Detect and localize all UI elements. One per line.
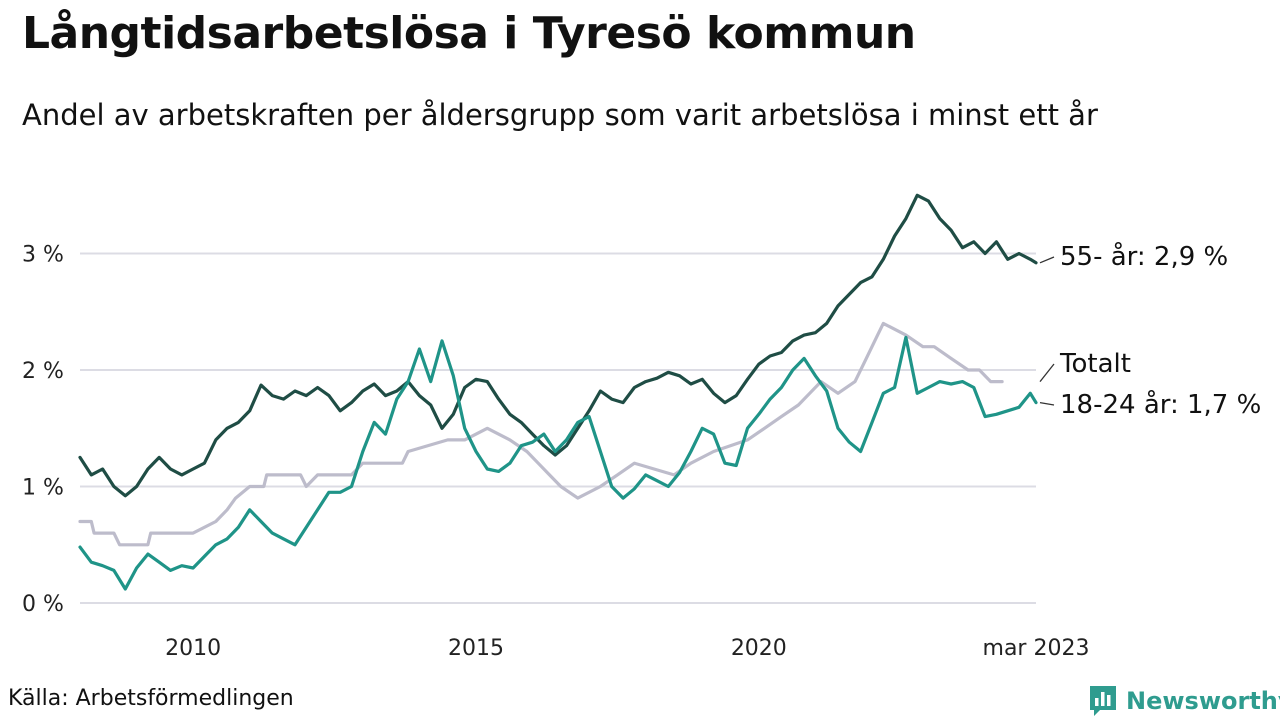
axis-ticks: 0 % 1 % 2 % 3 % 2010 2015 2020 mar 2023 <box>22 243 1089 662</box>
series-end-label: Totalt <box>1059 349 1131 379</box>
series-end-label: 55- år: 2,9 % <box>1060 241 1228 272</box>
series-lines <box>78 193 1038 591</box>
y-tick-label: 2 % <box>22 359 64 384</box>
series-labels: Totalt 55- år: 2,9 % 18-24 år: 1,7 % <box>1039 241 1261 420</box>
x-tick-label: 2020 <box>731 636 787 661</box>
chart-subtitle: Andel av arbetskraften per åldersgrupp s… <box>22 98 1098 132</box>
series-line-0 <box>78 321 1004 547</box>
y-tick-label: 0 % <box>22 592 64 617</box>
y-tick-label: 3 % <box>22 243 64 268</box>
series-line-1 <box>78 193 1038 498</box>
series-line-2 <box>78 335 1038 591</box>
source-note: Källa: Arbetsförmedlingen <box>8 686 294 711</box>
bar-chart-logo-icon <box>1090 686 1116 716</box>
y-tick-label: 1 % <box>22 476 64 501</box>
series-end-label: 18-24 år: 1,7 % <box>1060 389 1261 420</box>
brand-name: Newsworthy <box>1126 687 1280 715</box>
grid-lines <box>80 252 1036 604</box>
chart-title: Långtidsarbetslösa i Tyresö kommun <box>22 8 916 59</box>
x-tick-label: mar 2023 <box>983 636 1090 661</box>
label-leader <box>1039 256 1055 264</box>
label-leader <box>1039 363 1055 383</box>
label-leader <box>1039 401 1055 406</box>
brand-logo: Newsworthy <box>1088 684 1280 718</box>
x-tick-label: 2010 <box>165 636 221 661</box>
x-tick-label: 2015 <box>448 636 504 661</box>
